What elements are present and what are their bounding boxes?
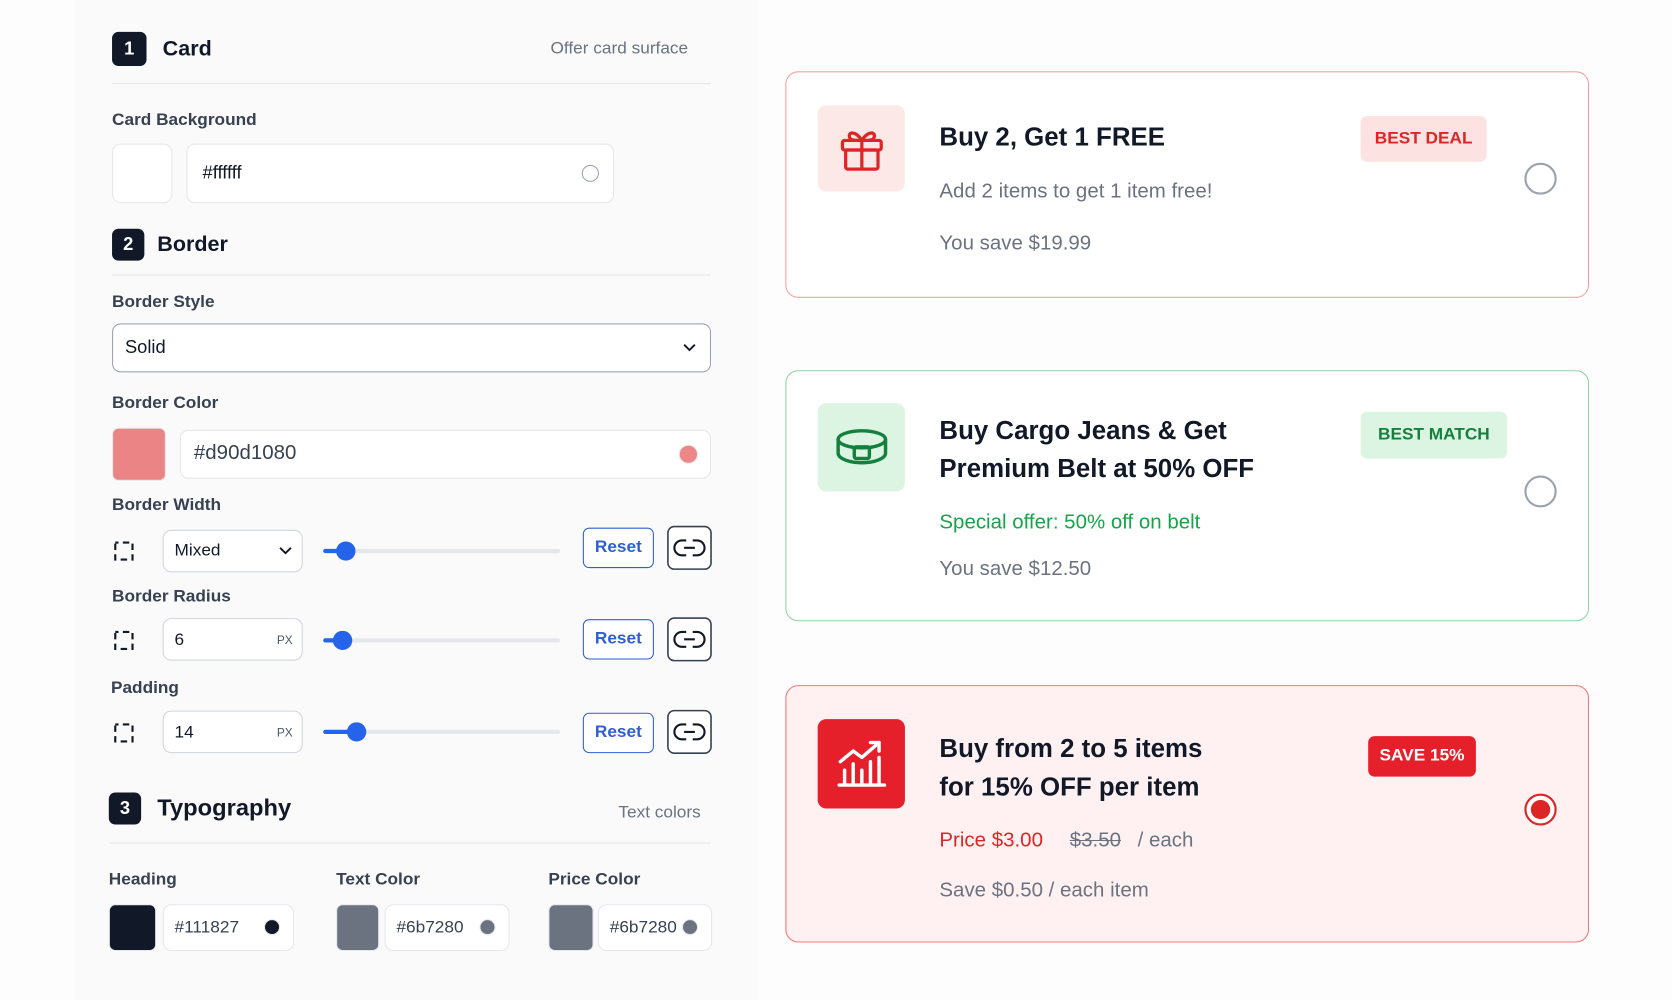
color-value: #6b7280 — [396, 918, 464, 937]
radio-dot — [1530, 799, 1551, 820]
padding-input[interactable] — [162, 710, 303, 754]
slider-fill — [323, 548, 346, 554]
field-label: Border Radius — [112, 587, 231, 606]
offer-title: Buy from 2 to 5 items — [939, 734, 1203, 764]
slider-thumb[interactable] — [336, 541, 356, 561]
field-label: Price Color — [548, 870, 641, 889]
color-value: #d90d1080 — [193, 442, 297, 465]
field-label: Padding — [110, 679, 179, 698]
reset-button[interactable]: Reset — [582, 619, 654, 660]
link-button[interactable] — [667, 525, 712, 571]
color-value: #ffffff — [202, 162, 242, 183]
link-button[interactable] — [667, 709, 712, 755]
color-dot — [681, 919, 699, 936]
color-dot — [263, 919, 281, 936]
chart-icon — [837, 740, 887, 787]
offer-title: for 15% OFF per item — [939, 772, 1200, 802]
divider — [112, 82, 712, 85]
offer-badge: BEST DEAL — [1360, 115, 1487, 162]
select-value: Solid — [124, 337, 166, 358]
offer-badge: SAVE 15% — [1368, 736, 1476, 777]
slider-track[interactable] — [323, 638, 561, 643]
slider-fill — [323, 729, 357, 735]
reset-button[interactable]: Reset — [582, 712, 654, 754]
field-label: Border Color — [112, 394, 219, 413]
select-value: Mixed — [174, 541, 221, 560]
offer-title: Buy Cargo Jeans & Get — [939, 416, 1227, 446]
unit-label: PX — [276, 634, 293, 648]
color-dot — [678, 444, 699, 464]
section-number: 3 — [108, 792, 142, 825]
sides-icon — [114, 541, 134, 561]
section-title: Border — [157, 232, 228, 257]
chevron — [683, 343, 696, 352]
color-swatch[interactable] — [112, 143, 173, 204]
input-value: 14 — [174, 723, 194, 742]
width-mode-select[interactable] — [162, 529, 303, 573]
section-title: Card — [162, 37, 212, 61]
divider — [108, 842, 712, 844]
field-label: Border Width — [112, 496, 222, 515]
unit-label: PX — [276, 727, 293, 740]
gift-icon — [840, 131, 883, 171]
offer-radio[interactable] — [1524, 475, 1557, 508]
corners-icon — [114, 630, 134, 650]
offer-title: Premium Belt at 50% OFF — [939, 454, 1255, 484]
offer-savings: You save $12.50 — [939, 558, 1092, 581]
offer-card-selected[interactable] — [785, 685, 1590, 943]
section-number: 2 — [112, 228, 145, 261]
offer-original-price: $3.50 — [1069, 829, 1121, 852]
color-value: #6b7280 — [609, 918, 677, 937]
belt-icon — [836, 429, 888, 465]
offer-description: Add 2 items to get 1 item free! — [939, 180, 1213, 203]
chevron — [279, 547, 292, 555]
field-label: Card Background — [112, 111, 257, 130]
offer-price: Price $3.00 — [939, 829, 1043, 852]
offer-description: Special offer: 50% off on belt — [939, 511, 1201, 534]
input-value: 6 — [174, 631, 185, 650]
color-swatch[interactable] — [108, 904, 157, 952]
offer-card[interactable] — [785, 71, 1590, 298]
color-input[interactable] — [179, 429, 712, 479]
offer-title: Buy 2, Get 1 FREE — [939, 122, 1165, 152]
color-value: #111827 — [174, 918, 240, 937]
offer-savings: You save $19.99 — [939, 232, 1092, 255]
padding-icon — [114, 723, 134, 743]
reset-button[interactable]: Reset — [582, 527, 654, 569]
offer-savings: Save $0.50 / each item — [939, 879, 1149, 902]
color-input[interactable] — [186, 143, 615, 204]
color-swatch[interactable] — [548, 904, 594, 952]
offer-badge: BEST MATCH — [1360, 411, 1508, 459]
section-number: 1 — [112, 31, 147, 66]
link-button[interactable] — [667, 617, 712, 662]
radius-input[interactable] — [162, 618, 303, 661]
style-select[interactable] — [112, 323, 712, 373]
color-swatch[interactable] — [336, 904, 380, 952]
slider-thumb[interactable] — [332, 630, 353, 650]
offer-radio[interactable] — [1524, 162, 1557, 195]
color-dot — [581, 164, 599, 182]
slider-track[interactable] — [323, 548, 561, 554]
divider — [112, 274, 712, 276]
color-swatch[interactable] — [112, 427, 166, 481]
offer-price-unit: / each — [1137, 829, 1194, 852]
offer-icon-box — [817, 719, 905, 809]
section-title: Typography — [157, 794, 292, 822]
field-label: Text Color — [336, 870, 421, 889]
section-hint: Text colors — [618, 803, 701, 822]
section-hint: Offer card surface — [550, 39, 689, 58]
field-label: Heading — [108, 870, 177, 889]
slider-thumb[interactable] — [346, 722, 367, 742]
slider-track[interactable] — [323, 729, 561, 735]
offer-card[interactable] — [785, 370, 1590, 622]
field-label: Border Style — [112, 292, 215, 312]
color-dot — [479, 919, 496, 936]
